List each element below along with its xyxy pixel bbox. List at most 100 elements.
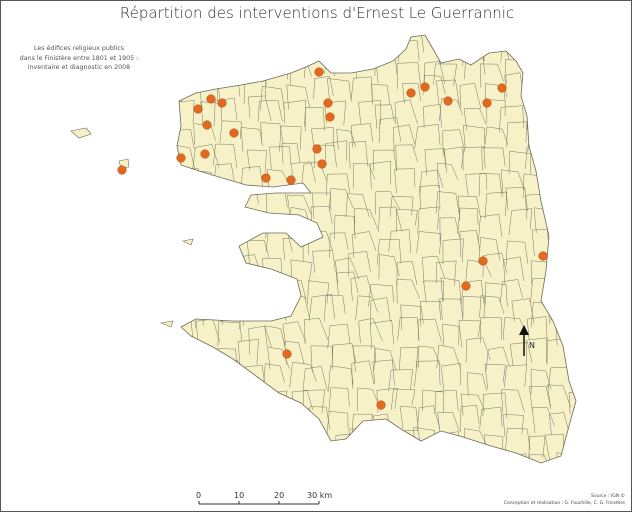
commune-boundary xyxy=(511,208,532,230)
commune-boundary xyxy=(577,254,579,277)
department-outline xyxy=(176,34,577,464)
commune-boundary xyxy=(200,387,203,414)
commune-boundary xyxy=(269,146,291,165)
commune-boundary xyxy=(556,119,576,142)
commune-boundary xyxy=(420,35,425,53)
commune-boundary xyxy=(195,346,197,369)
commune-boundary xyxy=(201,278,226,303)
commune-boundary xyxy=(484,434,504,456)
commune-boundary xyxy=(577,324,580,349)
commune-boundary xyxy=(308,297,313,321)
commune-boundary xyxy=(378,459,380,463)
commune-boundary xyxy=(506,122,508,148)
commune-boundary xyxy=(179,76,199,94)
commune-boundary xyxy=(177,409,198,432)
commune-boundary xyxy=(218,194,243,217)
commune-boundary xyxy=(177,305,180,328)
commune-boundary xyxy=(192,147,196,170)
commune-boundary xyxy=(378,459,403,463)
commune-boundary xyxy=(328,387,332,412)
commune-boundary xyxy=(348,140,368,167)
commune-boundary xyxy=(575,279,576,303)
commune-boundary xyxy=(479,295,482,318)
commune-boundary xyxy=(268,434,271,455)
commune-boundary xyxy=(177,251,179,276)
commune-boundary xyxy=(215,163,235,184)
commune-boundary xyxy=(554,74,576,97)
commune-boundary xyxy=(264,35,285,56)
commune-boundary xyxy=(529,129,554,149)
commune-boundary xyxy=(435,389,459,412)
commune-boundary xyxy=(443,146,464,171)
north-label: N xyxy=(529,341,535,350)
intervention-marker xyxy=(538,251,548,261)
commune-boundary xyxy=(328,365,331,392)
commune-boundary xyxy=(177,361,178,384)
intervention-marker xyxy=(323,98,333,108)
commune-boundary xyxy=(394,102,397,125)
commune-boundary xyxy=(371,84,373,105)
commune-boundary xyxy=(530,278,533,303)
commune-boundary xyxy=(438,298,464,319)
commune-boundary xyxy=(198,63,220,87)
commune-boundary xyxy=(394,168,416,188)
commune-boundary xyxy=(352,231,377,251)
commune-boundary xyxy=(416,231,420,253)
commune-boundary xyxy=(458,320,460,346)
intervention-marker xyxy=(443,96,453,106)
commune-boundary xyxy=(436,260,457,286)
commune-boundary xyxy=(281,125,302,150)
commune-boundary xyxy=(423,280,427,303)
commune-boundary xyxy=(286,84,289,110)
commune-boundary xyxy=(440,277,443,302)
commune-boundary xyxy=(547,384,572,408)
commune-boundary xyxy=(245,283,268,306)
commune-boundary xyxy=(216,233,240,257)
commune-boundary xyxy=(528,62,549,83)
commune-boundary xyxy=(480,214,503,237)
commune-boundary xyxy=(373,348,376,371)
commune-boundary xyxy=(268,433,289,453)
commune-boundary xyxy=(247,149,267,173)
intervention-marker xyxy=(200,149,210,159)
commune-boundary xyxy=(577,324,600,341)
commune-boundary xyxy=(464,108,487,126)
commune-boundary xyxy=(287,194,312,215)
commune-boundary xyxy=(566,151,568,175)
commune-boundary xyxy=(336,129,339,150)
commune-boundary xyxy=(216,404,239,422)
commune-boundary xyxy=(282,321,306,343)
commune-boundary xyxy=(345,193,348,218)
map-title: Répartition des interventions d'Ernest L… xyxy=(119,4,515,22)
commune-boundary xyxy=(573,369,576,391)
commune-boundary xyxy=(556,100,576,124)
commune-boundary xyxy=(289,362,293,388)
commune-boundary xyxy=(435,191,438,214)
commune-boundary xyxy=(568,450,576,463)
commune-boundary xyxy=(556,452,560,463)
commune-boundary xyxy=(330,450,352,463)
commune-boundary xyxy=(419,206,440,230)
commune-boundary xyxy=(314,453,335,463)
commune-boundary xyxy=(193,123,195,145)
commune-boundary xyxy=(465,460,486,463)
commune-boundary xyxy=(551,145,576,166)
commune-boundary xyxy=(248,35,271,51)
commune-boundary xyxy=(418,318,442,343)
commune-boundary xyxy=(217,194,219,220)
commune-boundary xyxy=(219,362,221,384)
commune-boundary xyxy=(500,281,503,303)
commune-boundary xyxy=(484,363,506,383)
commune-boundary xyxy=(484,126,488,150)
commune-boundary xyxy=(417,360,441,386)
commune-boundary xyxy=(240,430,243,453)
commune-boundary xyxy=(174,238,175,262)
north-arrow-icon xyxy=(519,325,529,356)
commune-boundary xyxy=(370,297,391,322)
commune-boundary xyxy=(423,106,425,128)
commune-boundary xyxy=(351,360,375,384)
commune-boundary xyxy=(200,385,221,412)
intervention-marker xyxy=(314,67,324,77)
commune-boundary xyxy=(419,405,440,429)
commune-boundary xyxy=(483,252,508,274)
